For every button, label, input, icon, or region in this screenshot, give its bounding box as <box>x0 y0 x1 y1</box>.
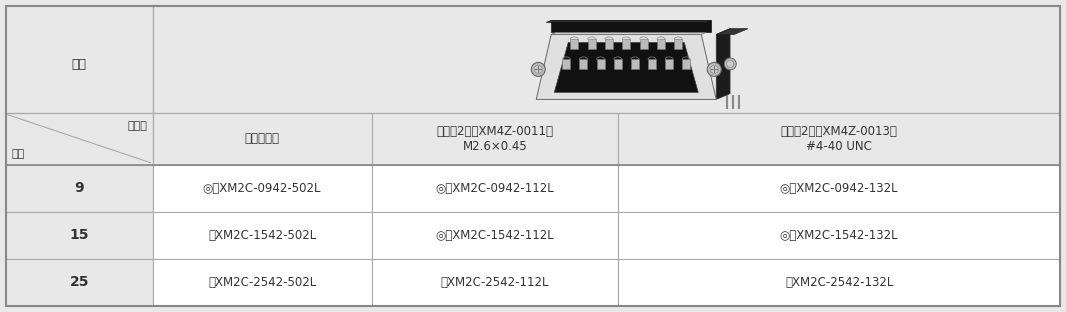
Circle shape <box>710 66 718 73</box>
Polygon shape <box>536 34 716 100</box>
Bar <box>372 212 618 259</box>
Bar <box>6 212 152 259</box>
Bar <box>372 259 618 306</box>
Text: ◎形XM2C-0942-132L: ◎形XM2C-0942-132L <box>780 182 899 195</box>
Bar <box>6 113 152 165</box>
Polygon shape <box>716 29 748 34</box>
Bar <box>618 113 1060 165</box>
Polygon shape <box>554 42 698 92</box>
Polygon shape <box>562 59 570 69</box>
Circle shape <box>534 66 543 73</box>
Polygon shape <box>614 59 621 69</box>
Text: 形XM2C-2542-132L: 形XM2C-2542-132L <box>785 276 893 289</box>
Polygon shape <box>623 39 630 49</box>
Text: 形XM2C-2542-502L: 形XM2C-2542-502L <box>208 276 317 289</box>
Text: 15: 15 <box>69 228 88 242</box>
Polygon shape <box>587 39 596 49</box>
Polygon shape <box>580 59 587 69</box>
Text: 25: 25 <box>69 275 88 290</box>
Bar <box>372 165 618 212</box>
Text: 形XM2C-2542-112L: 形XM2C-2542-112L <box>441 276 549 289</box>
Text: ◎形XM2C-1542-112L: ◎形XM2C-1542-112L <box>436 229 554 242</box>
Text: 9: 9 <box>75 181 84 195</box>
Text: 形XM2C-1542-502L: 形XM2C-1542-502L <box>208 229 317 242</box>
Bar <box>618 259 1060 306</box>
Bar <box>152 212 372 259</box>
Polygon shape <box>675 39 682 49</box>
Text: 付属品: 付属品 <box>128 121 147 131</box>
Text: 極数: 極数 <box>11 149 25 159</box>
Polygon shape <box>665 59 673 69</box>
Bar <box>152 165 372 212</box>
Polygon shape <box>570 39 578 49</box>
Text: 形状: 形状 <box>71 58 86 71</box>
Text: 固定具2（形XM4Z-0013）
#4-40 UNC: 固定具2（形XM4Z-0013） #4-40 UNC <box>780 125 898 153</box>
Circle shape <box>531 62 545 76</box>
Bar <box>372 113 618 165</box>
Bar <box>152 6 1060 113</box>
Text: 固定具2（形XM4Z-0011）
M2.6×0.45: 固定具2（形XM4Z-0011） M2.6×0.45 <box>437 125 553 153</box>
Polygon shape <box>640 39 647 49</box>
Polygon shape <box>631 59 639 69</box>
Circle shape <box>724 58 737 70</box>
Bar <box>152 259 372 306</box>
Bar <box>618 165 1060 212</box>
Polygon shape <box>682 59 691 69</box>
Polygon shape <box>546 20 711 22</box>
Polygon shape <box>604 39 613 49</box>
Polygon shape <box>716 29 730 100</box>
Polygon shape <box>551 32 706 34</box>
Text: ◎形XM2C-0942-502L: ◎形XM2C-0942-502L <box>203 182 321 195</box>
Bar <box>6 259 152 306</box>
Circle shape <box>727 61 733 67</box>
Polygon shape <box>648 59 656 69</box>
Bar <box>6 6 152 113</box>
Polygon shape <box>657 39 665 49</box>
Polygon shape <box>551 20 711 32</box>
Text: 固定具なし: 固定具なし <box>244 132 279 145</box>
Bar <box>152 113 372 165</box>
Bar <box>618 212 1060 259</box>
Text: ◎形XM2C-1542-132L: ◎形XM2C-1542-132L <box>780 229 899 242</box>
Polygon shape <box>597 59 604 69</box>
Bar <box>6 165 152 212</box>
Circle shape <box>707 62 722 76</box>
Text: ◎形XM2C-0942-112L: ◎形XM2C-0942-112L <box>436 182 554 195</box>
